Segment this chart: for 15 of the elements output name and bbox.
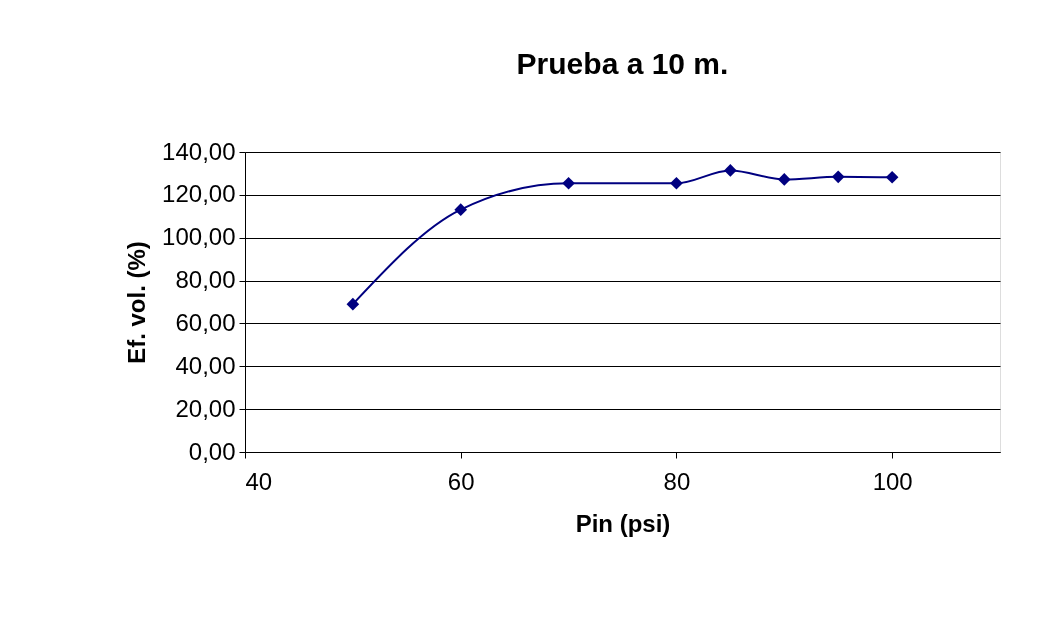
x-tick-label: 60 xyxy=(447,467,475,495)
y-tick-label: 20,00 xyxy=(175,394,236,422)
y-tick-label: 40,00 xyxy=(175,351,236,379)
x-axis-title: Pin (psi) xyxy=(575,509,671,537)
y-tick-label: 0,00 xyxy=(188,437,236,465)
x-tick-label: 40 xyxy=(245,467,273,495)
y-tick-label: 100,00 xyxy=(162,223,236,251)
y-tick-label: 140,00 xyxy=(162,137,236,165)
y-tick-label: 60,00 xyxy=(175,308,236,336)
chart-title: Prueba a 10 m. xyxy=(516,47,729,80)
x-tick-label: 80 xyxy=(663,467,691,495)
y-tick-label: 80,00 xyxy=(175,266,236,294)
x-tick-label: 100 xyxy=(872,467,913,495)
y-axis-title: Ef. vol. (%) xyxy=(123,241,151,364)
y-tick-label: 120,00 xyxy=(162,180,236,208)
